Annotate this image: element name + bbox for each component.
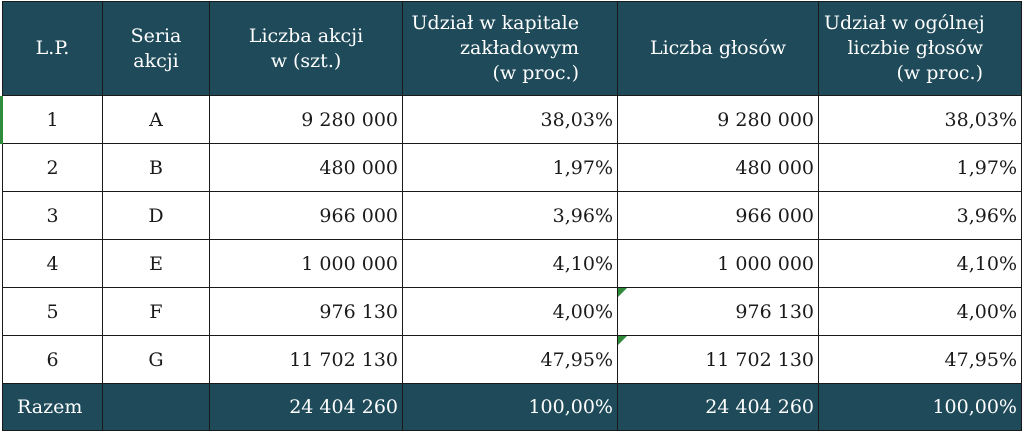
header-share-count[interactable]: Liczba akcji w (szt.) — [209, 1, 403, 96]
cell-series[interactable]: G — [102, 335, 210, 384]
header-text: L.P. — [35, 37, 70, 59]
cell-capital-share[interactable]: 4,00% — [402, 287, 618, 336]
cell-vote-share[interactable]: 4,10% — [818, 239, 1022, 288]
cell-share-count[interactable]: 1 000 000 — [209, 239, 403, 288]
header-text: Udział w ogólnej — [824, 12, 985, 34]
header-text: akcji — [133, 49, 179, 72]
header-vote-share[interactable]: Udział w ogólnej liczbie głosów (w proc.… — [818, 1, 1022, 96]
cell-capital-share[interactable]: 47,95% — [402, 335, 618, 384]
cell-series[interactable]: E — [102, 239, 210, 288]
cell-note-marker — [618, 288, 627, 297]
header-text: Liczba głosów — [649, 37, 787, 59]
cell-series[interactable]: A — [102, 95, 210, 144]
cell-note-marker — [618, 336, 627, 345]
header-text: (w proc.) — [492, 62, 580, 84]
table-row: 4 E 1 000 000 4,10% 1 000 000 4,10% — [2, 239, 1022, 288]
cell-vote-count[interactable]: 480 000 — [617, 143, 819, 192]
header-text: Seria — [130, 24, 182, 47]
total-row: Razem 24 404 260 100,00% 24 404 260 100,… — [2, 383, 1022, 431]
header-vote-count[interactable]: Liczba głosów — [617, 1, 819, 96]
header-text: Udział w kapitale — [411, 12, 579, 34]
cell-lp[interactable]: 6 — [2, 335, 103, 384]
cell-vote-count[interactable]: 976 130 — [617, 287, 819, 336]
cell-capital-share[interactable]: 4,10% — [402, 239, 618, 288]
cell-value: 976 130 — [735, 300, 814, 323]
cell-capital-share[interactable]: 38,03% — [402, 95, 618, 144]
cell-lp[interactable]: 2 — [2, 143, 103, 192]
cell-value: 11 702 130 — [705, 348, 814, 371]
total-capital-share[interactable]: 100,00% — [402, 383, 618, 431]
total-share-count[interactable]: 24 404 260 — [209, 383, 403, 431]
row-selection-indicator — [0, 96, 3, 144]
header-series[interactable]: Seria akcji — [102, 1, 210, 96]
cell-vote-count[interactable]: 1 000 000 — [617, 239, 819, 288]
total-vote-share[interactable]: 100,00% — [818, 383, 1022, 431]
header-lp[interactable]: L.P. — [2, 1, 103, 96]
total-label[interactable]: Razem — [2, 383, 103, 431]
cell-vote-share[interactable]: 4,00% — [818, 287, 1022, 336]
header-row: L.P. Seria akcji Liczba akcji w (szt.) U… — [2, 1, 1022, 96]
table-row: 5 F 976 130 4,00% 976 130 4,00% — [2, 287, 1022, 336]
header-text: Liczba akcji — [248, 24, 364, 47]
header-text: (w proc.) — [896, 62, 984, 84]
total-vote-count[interactable]: 24 404 260 — [617, 383, 819, 431]
header-text: w (szt.) — [270, 49, 342, 72]
cell-vote-share[interactable]: 38,03% — [818, 95, 1022, 144]
cell-share-count[interactable]: 966 000 — [209, 191, 403, 240]
cell-series[interactable]: B — [102, 143, 210, 192]
cell-vote-count[interactable]: 11 702 130 — [617, 335, 819, 384]
cell-capital-share[interactable]: 3,96% — [402, 191, 618, 240]
table-row: 1 A 9 280 000 38,03% 9 280 000 38,03% — [2, 95, 1022, 144]
cell-vote-count[interactable]: 966 000 — [617, 191, 819, 240]
cell-series[interactable]: D — [102, 191, 210, 240]
cell-capital-share[interactable]: 1,97% — [402, 143, 618, 192]
header-capital-share[interactable]: Udział w kapitale zakładowym (w proc.) — [402, 1, 618, 96]
cell-share-count[interactable]: 976 130 — [209, 287, 403, 336]
cell-lp[interactable]: 4 — [2, 239, 103, 288]
table-row: 6 G 11 702 130 47,95% 11 702 130 47,95% — [2, 335, 1022, 384]
header-text: zakładowym — [460, 37, 579, 59]
table-row: 2 B 480 000 1,97% 480 000 1,97% — [2, 143, 1022, 192]
cell-vote-share[interactable]: 47,95% — [818, 335, 1022, 384]
cell-vote-share[interactable]: 1,97% — [818, 143, 1022, 192]
header-text: liczbie głosów — [847, 37, 983, 59]
cell-lp[interactable]: 1 — [2, 95, 103, 144]
cell-share-count[interactable]: 9 280 000 — [209, 95, 403, 144]
cell-lp[interactable]: 3 — [2, 191, 103, 240]
table-row: 3 D 966 000 3,96% 966 000 3,96% — [2, 191, 1022, 240]
cell-share-count[interactable]: 11 702 130 — [209, 335, 403, 384]
cell-share-count[interactable]: 480 000 — [209, 143, 403, 192]
cell-vote-share[interactable]: 3,96% — [818, 191, 1022, 240]
cell-vote-count[interactable]: 9 280 000 — [617, 95, 819, 144]
cell-lp[interactable]: 5 — [2, 287, 103, 336]
total-series[interactable] — [102, 383, 210, 431]
cell-series[interactable]: F — [102, 287, 210, 336]
